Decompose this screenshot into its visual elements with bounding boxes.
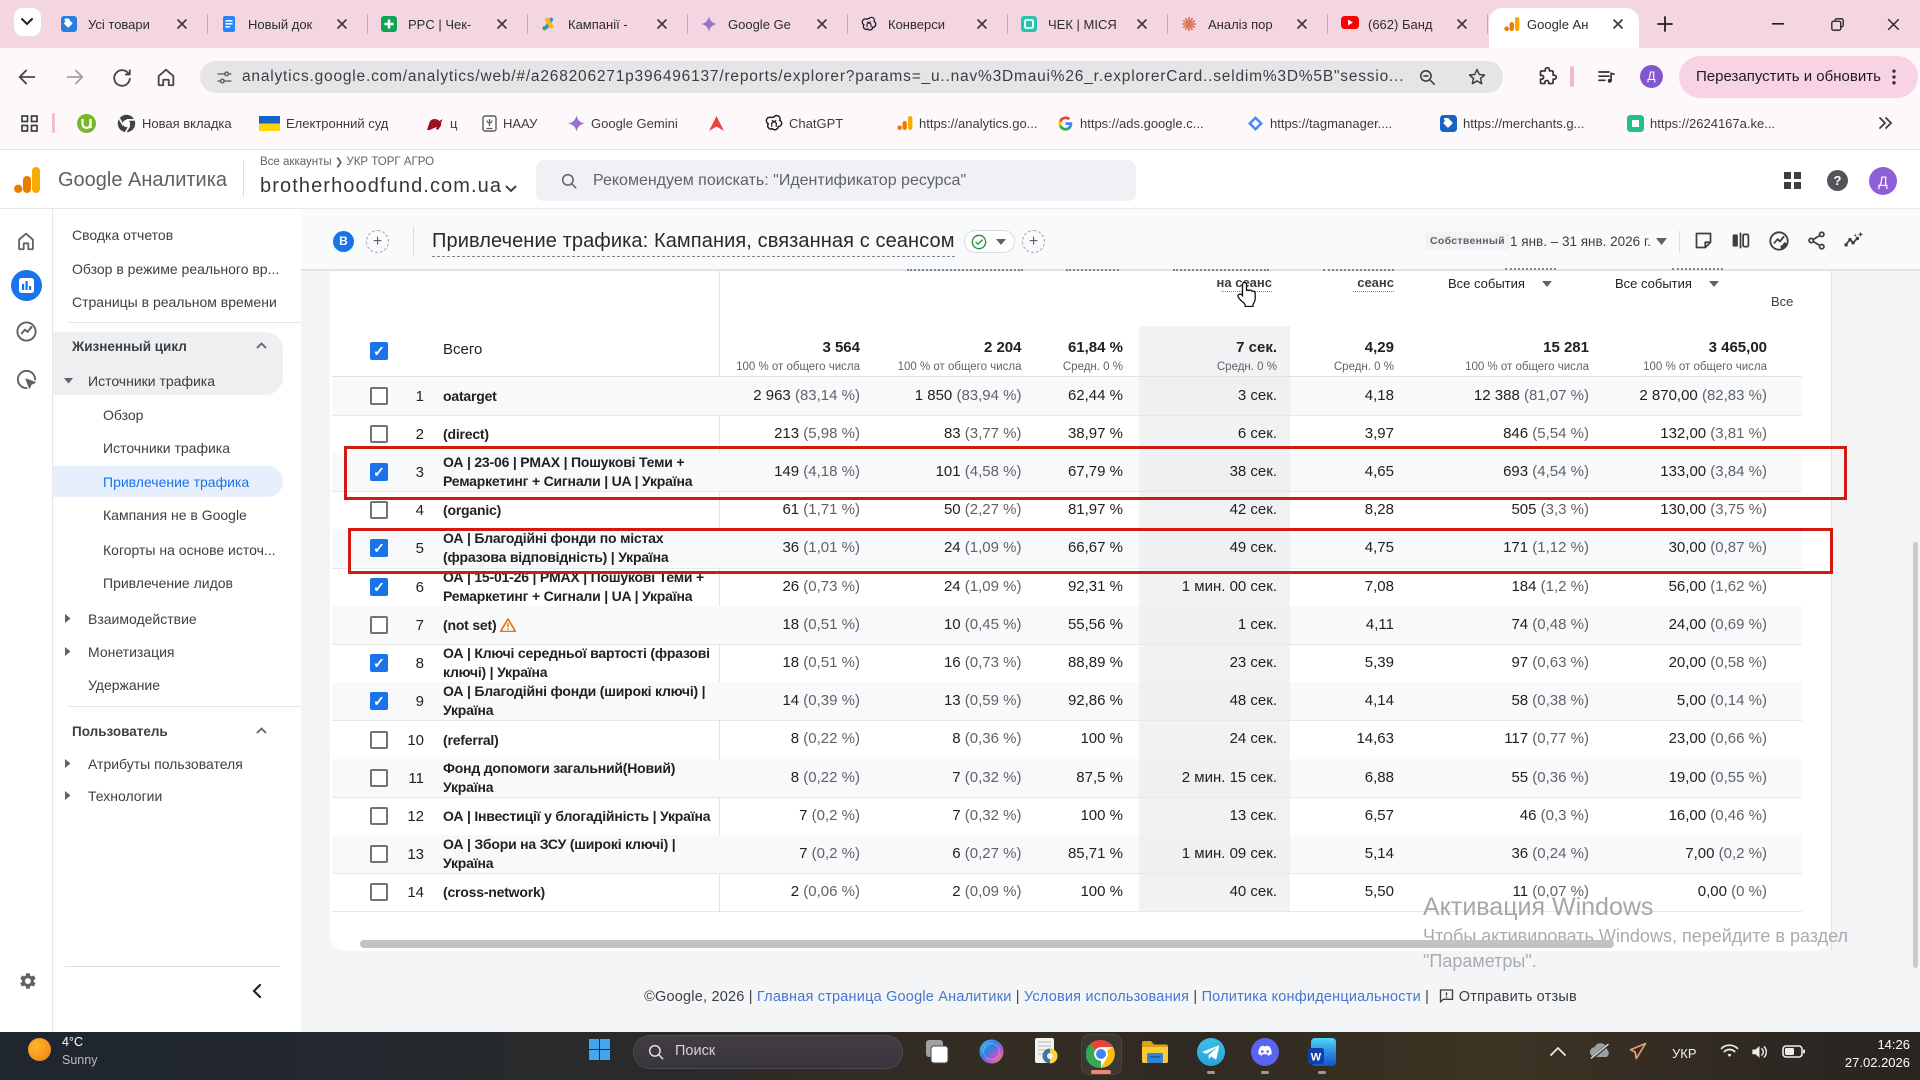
svg-text:W: W [1311, 1052, 1322, 1064]
